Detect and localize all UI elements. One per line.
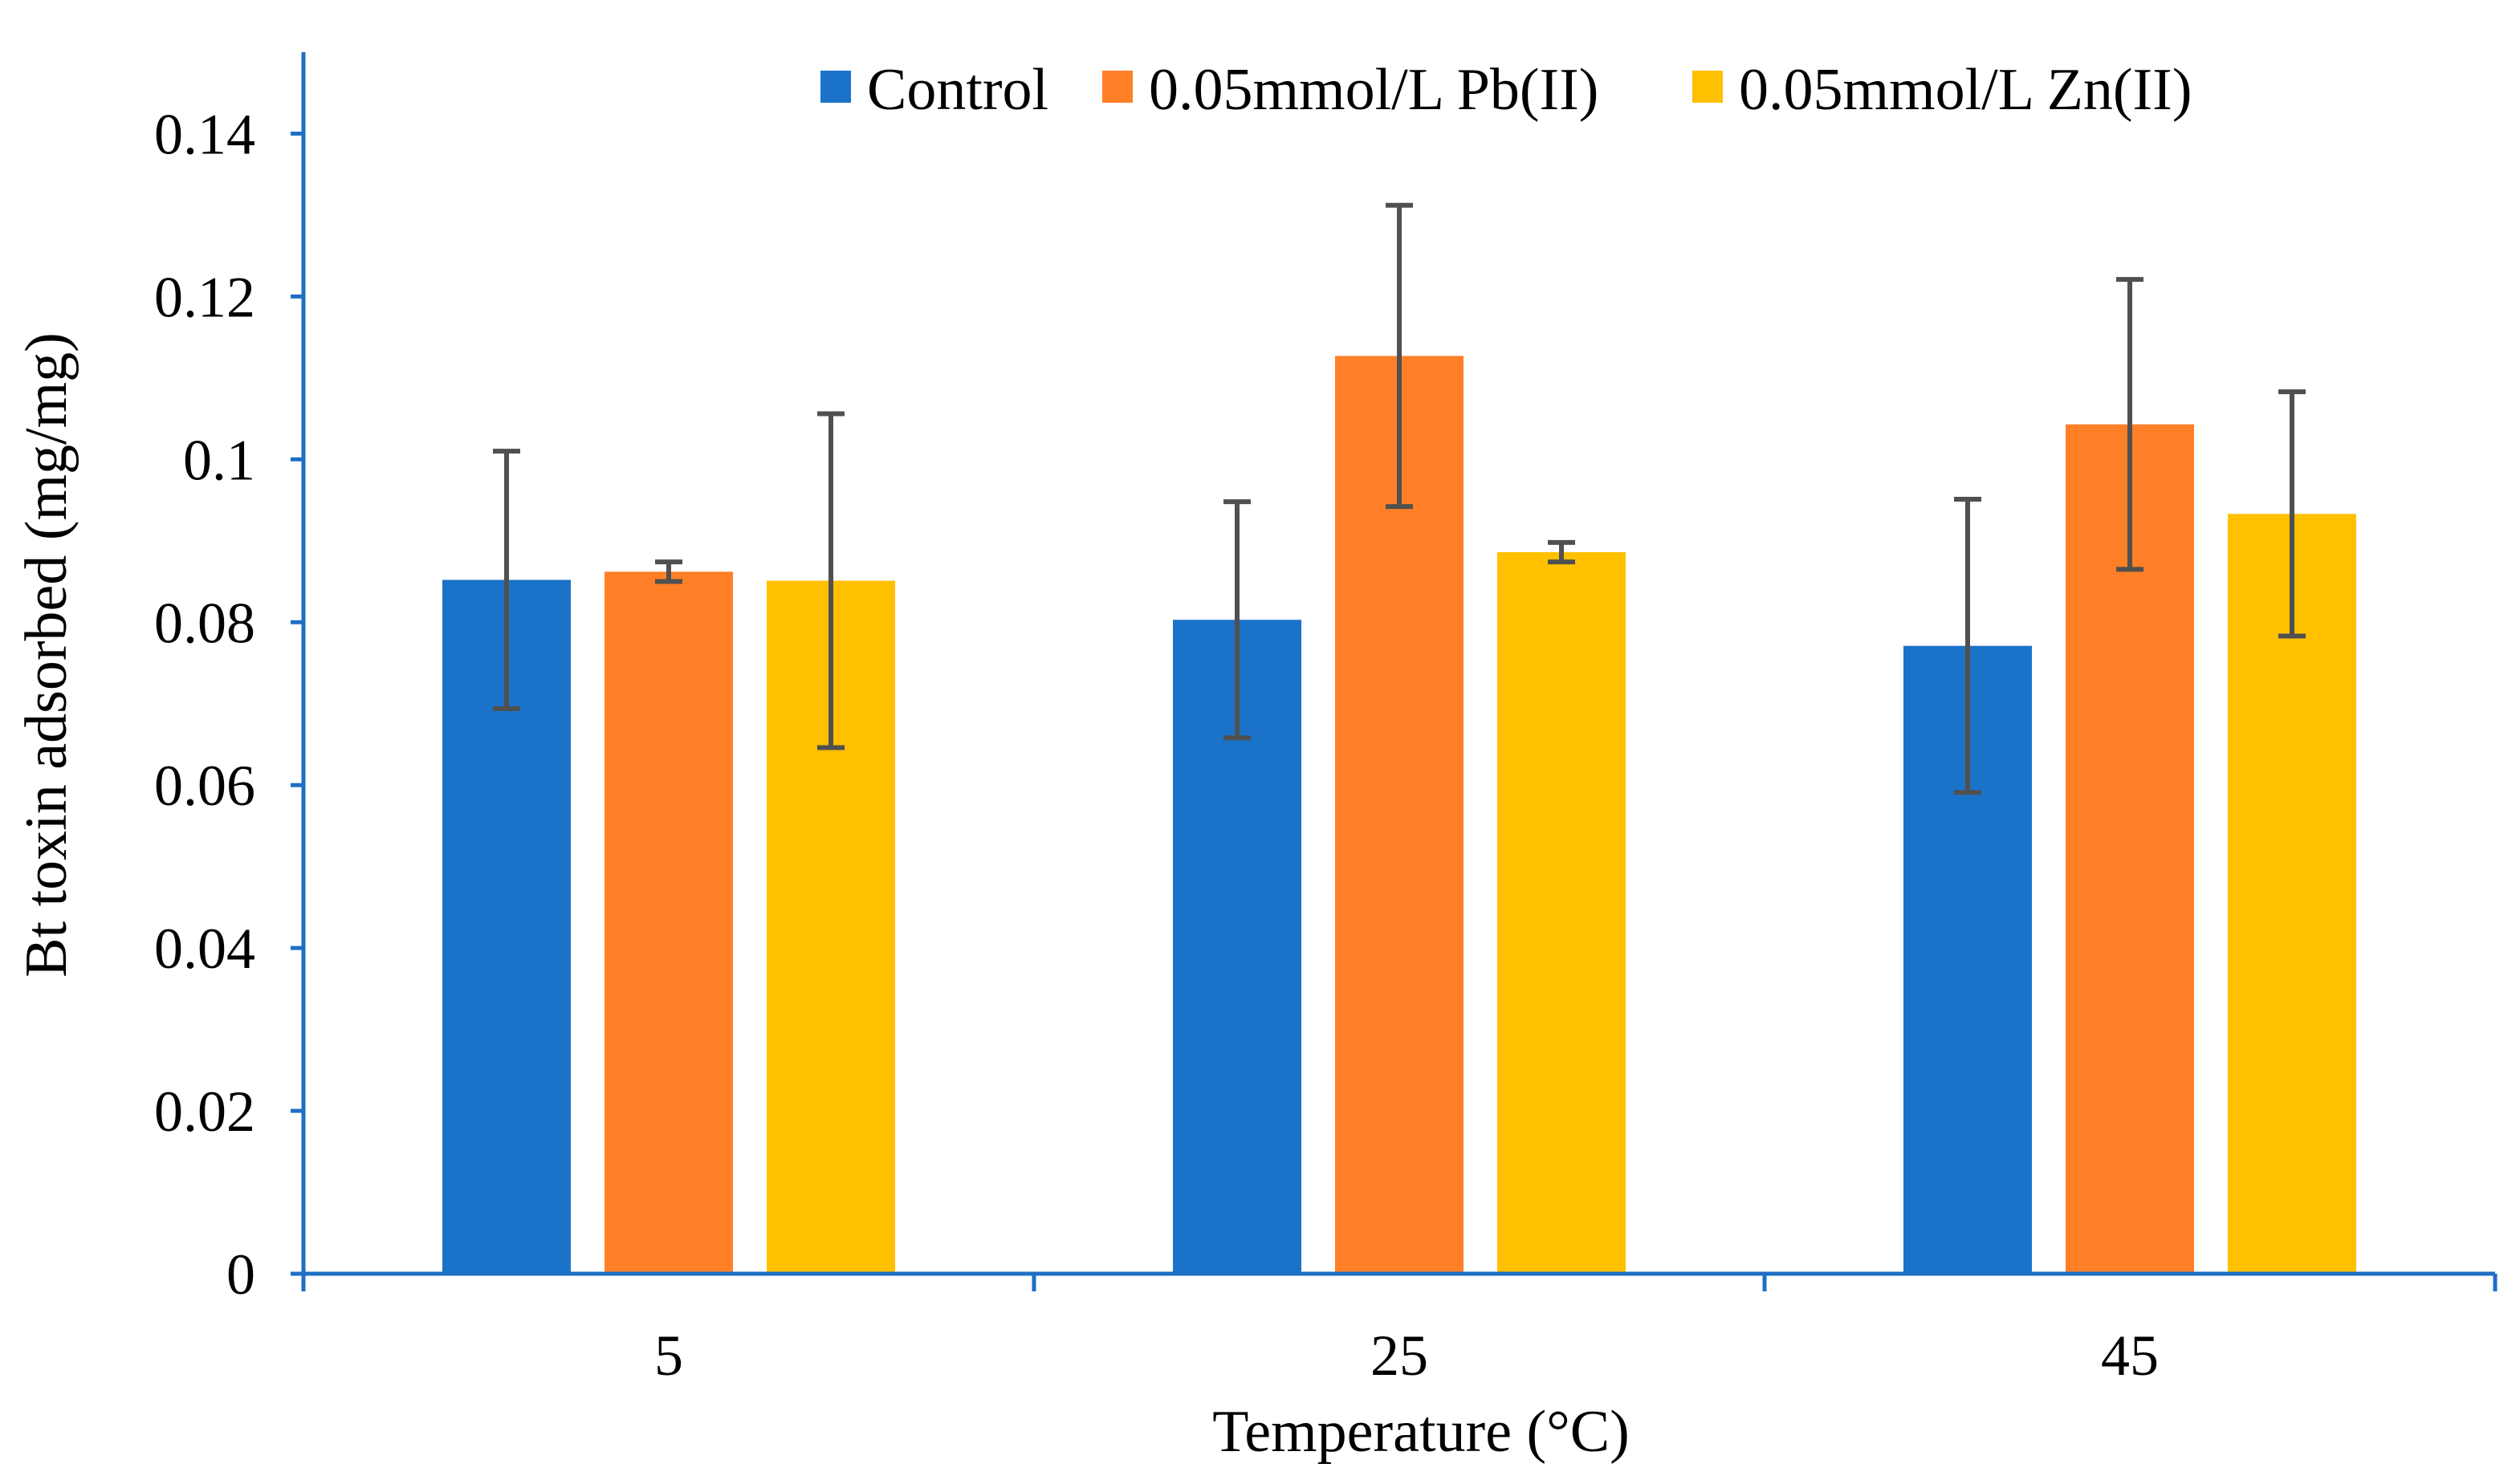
y-tick-label: 0.1	[183, 428, 255, 492]
y-ticks-layer: 0 0.02 0.04 0.06 0.08 0.1 0.12 0.14	[154, 102, 303, 1307]
error-bars-layer	[493, 202, 2306, 795]
x-axis-title: Temperature (°C)	[1212, 1399, 1630, 1465]
legend: Control 0.05mmol/L Pb(II) 0.05mmol/L Zn(II…	[820, 57, 2192, 123]
legend-swatch	[1102, 71, 1133, 103]
legend-swatch	[820, 71, 851, 103]
bars-layer	[442, 356, 2356, 1274]
legend-label: Control	[867, 57, 1048, 123]
error-bar	[2278, 389, 2306, 639]
y-tick-label: 0.04	[154, 917, 255, 981]
error-bar	[655, 559, 682, 584]
y-tick-label: 0.14	[154, 102, 255, 166]
y-tick-label: 0.12	[154, 265, 255, 329]
error-bar	[1386, 202, 1413, 510]
legend-item: 0.05mmol/L Zn(II)	[1692, 57, 2192, 123]
error-bar	[817, 411, 845, 750]
y-tick-label: 0	[226, 1242, 255, 1307]
y-axis-title: Bt toxin adsorbed (mg/mg)	[14, 332, 79, 978]
x-tick-label: 5	[654, 1323, 683, 1388]
bar	[605, 571, 733, 1274]
error-bar	[1954, 497, 1981, 795]
bar	[1497, 552, 1626, 1274]
error-bar	[1223, 499, 1251, 741]
legend-label: 0.05mmol/L Pb(II)	[1149, 57, 1598, 123]
error-bar	[493, 449, 520, 711]
legend-item: Control	[820, 57, 1048, 123]
y-tick-label: 0.06	[154, 754, 255, 818]
legend-label: 0.05mmol/L Zn(II)	[1739, 57, 2192, 123]
axes-layer	[301, 52, 2495, 1285]
x-tick-label: 25	[1370, 1323, 1428, 1388]
y-tick-label: 0.02	[154, 1080, 255, 1144]
legend-item: 0.05mmol/L Pb(II)	[1102, 57, 1598, 123]
x-ticks-layer: 5 25 45	[301, 1274, 2498, 1388]
error-bar	[1548, 539, 1575, 565]
legend-swatch	[1692, 71, 1723, 103]
bar	[2228, 514, 2356, 1274]
y-tick-label: 0.08	[154, 591, 255, 655]
x-tick-label: 45	[2101, 1323, 2159, 1388]
error-bar	[2116, 277, 2143, 572]
